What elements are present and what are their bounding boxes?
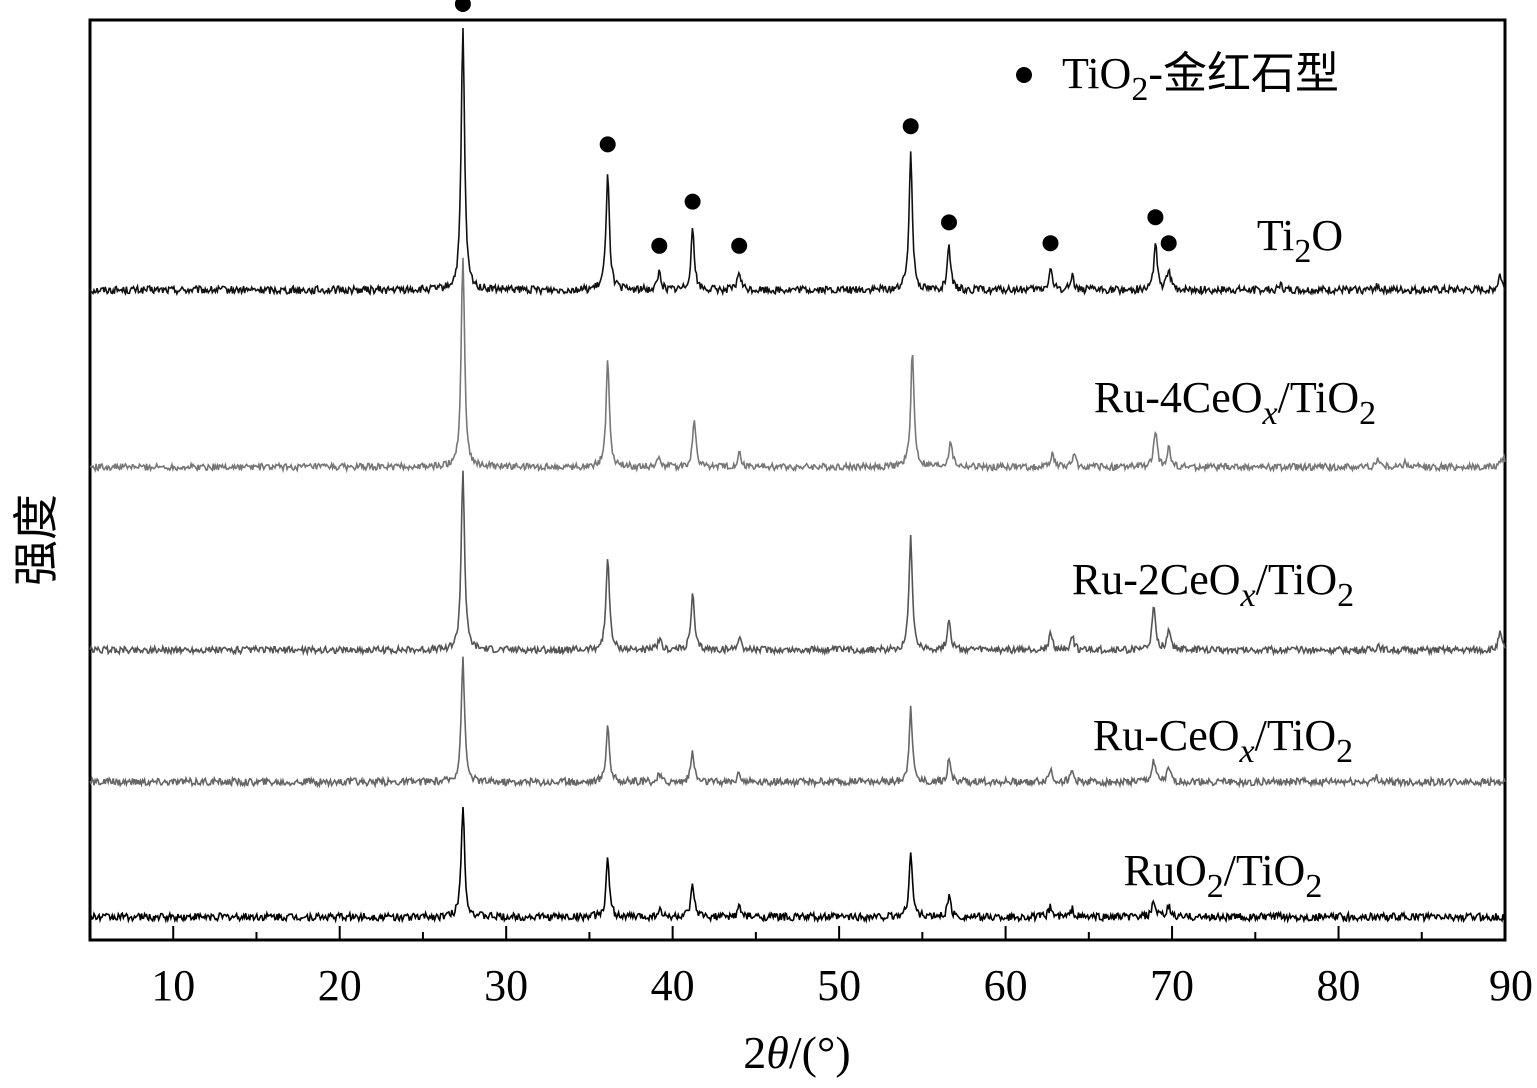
x-tick-label: 90: [1489, 961, 1533, 1010]
series-label-3: Ru-2CeOx/TiO2: [1072, 555, 1354, 614]
series-label-5: RuO2/TiO2: [1124, 846, 1323, 905]
series-label-4: Ru-CeOx/TiO2: [1093, 711, 1353, 770]
x-tick-label: 40: [651, 961, 695, 1010]
series-label-2: Ru-4CeOx/TiO2: [1094, 373, 1376, 432]
series-line-4: [89, 656, 1506, 789]
rutile-peak-markers: [454, 0, 1177, 254]
rutile-marker-8: [1042, 235, 1059, 252]
x-tick-label: 60: [984, 961, 1028, 1010]
x-axis-ticks: 10 20 30 40 50 60 70 80 90: [89, 926, 1533, 1010]
legend: TiO2-金红石型: [1016, 49, 1339, 108]
series-labels: Ti2O Ru-4CeOx/TiO2 Ru-2CeOx/TiO2 Ru-CeOx/Ti…: [1072, 211, 1376, 905]
rutile-marker-10: [1160, 235, 1177, 252]
x-tick-label: 80: [1317, 961, 1361, 1010]
x-tick-label: 70: [1150, 961, 1194, 1010]
rutile-marker-2: [599, 136, 616, 153]
series-line-1: [89, 27, 1506, 297]
series-lines: [89, 27, 1506, 924]
x-tick-label: 30: [484, 961, 528, 1010]
plot-frame: [88, 18, 1507, 942]
rutile-marker-4: [684, 193, 701, 210]
x-axis-title: 2θ/(°): [743, 1027, 850, 1078]
rutile-marker-1: [454, 0, 471, 12]
series-line-5: [89, 806, 1506, 924]
rutile-marker-3: [651, 237, 668, 254]
x-tick-label: 50: [817, 961, 861, 1010]
rutile-marker-7: [941, 214, 957, 231]
series-line-3: [89, 470, 1506, 657]
y-axis-title: 强度: [11, 494, 62, 586]
series-label-1: Ti2O: [1257, 211, 1343, 270]
legend-marker: [1016, 67, 1032, 83]
legend-label: TiO2-金红石型: [1062, 49, 1339, 108]
x-tick-label: 10: [151, 961, 195, 1010]
rutile-marker-6: [902, 118, 919, 135]
rutile-marker-9: [1147, 209, 1164, 226]
rutile-marker-5: [731, 237, 748, 254]
series-line-2: [89, 257, 1506, 474]
x-tick-label: 20: [318, 961, 362, 1010]
